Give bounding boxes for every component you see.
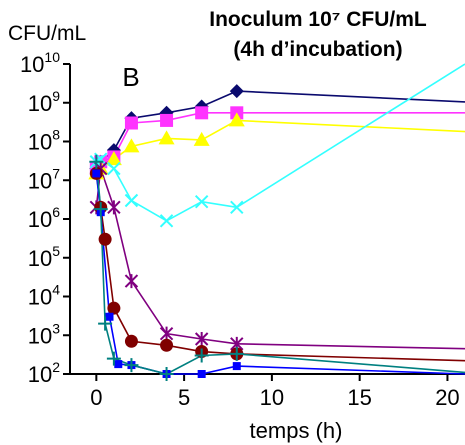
data-point-x — [124, 193, 139, 208]
series-trend-6 — [236, 365, 465, 375]
y-tick-base: 10 — [28, 91, 52, 116]
x-tick-label: 0 — [90, 385, 102, 410]
y-tick-exponent: 10 — [44, 49, 60, 65]
y-tick-label: 103 — [28, 320, 60, 348]
data-point-x — [230, 200, 244, 215]
y-tick-exponent: 6 — [52, 204, 60, 220]
x-tick-label: 20 — [435, 385, 459, 410]
data-point-diamond — [229, 84, 244, 99]
series-trend-2 — [236, 119, 465, 133]
data-point-star — [107, 200, 121, 215]
y-tick-label: 106 — [28, 204, 60, 232]
x-tick-label: 15 — [347, 385, 371, 410]
data-point-small-square — [92, 169, 101, 178]
y-tick-base: 10 — [28, 130, 52, 155]
data-point-circle — [107, 301, 121, 315]
y-tick-exponent: 2 — [52, 359, 60, 375]
data-point-square — [124, 116, 138, 130]
y-tick-base: 10 — [28, 168, 52, 193]
plot-area — [88, 63, 465, 381]
data-point-small-square — [105, 312, 114, 321]
series-trend-4 — [236, 343, 465, 350]
y-tick-label: 109 — [28, 88, 60, 116]
data-point-circle — [98, 232, 112, 246]
chart-title: Inoculum 10⁷ CFU/mL — [209, 8, 427, 31]
data-point-plus — [159, 367, 174, 381]
data-point-small-square — [197, 370, 206, 378]
y-tick-base: 10 — [28, 207, 52, 232]
y-tick-base: 10 — [28, 362, 52, 387]
data-point-triangle — [228, 112, 245, 127]
data-point-plus — [98, 316, 113, 331]
y-tick-label: 108 — [28, 127, 60, 155]
panel-label: B — [122, 62, 139, 92]
y-tick-label: 1010 — [20, 49, 60, 77]
y-tick-base: 10 — [28, 323, 52, 348]
series-trend-5 — [236, 353, 465, 362]
data-point-circle — [160, 338, 174, 352]
data-point-x — [107, 161, 121, 176]
data-point-star — [124, 274, 139, 289]
y-tick-exponent: 8 — [52, 127, 60, 143]
data-point-circle — [124, 334, 138, 348]
y-tick-exponent: 3 — [52, 320, 60, 336]
data-point-triangle — [158, 130, 175, 145]
y-tick-base: 10 — [28, 246, 52, 271]
series-trend-0 — [236, 90, 465, 103]
data-point-star — [159, 326, 174, 341]
data-point-triangle — [105, 151, 122, 166]
data-point-star — [194, 332, 209, 347]
y-tick-label: 102 — [28, 359, 60, 387]
y-tick-exponent: 4 — [52, 282, 60, 298]
chart-subtitle: (4h d’incubation) — [233, 38, 402, 61]
y-tick-exponent: 9 — [52, 88, 60, 104]
series-line-4 — [95, 168, 237, 345]
data-point-square — [160, 113, 174, 127]
data-point-x — [194, 194, 209, 209]
data-point-triangle — [123, 138, 140, 153]
data-point-plus — [93, 202, 108, 217]
data-point-plus — [89, 154, 104, 169]
y-tick-exponent: 5 — [52, 243, 60, 259]
series-trend-7 — [236, 353, 465, 374]
x-tick-label: 5 — [178, 385, 190, 410]
data-point-square — [195, 106, 209, 120]
data-point-x — [159, 214, 174, 228]
y-tick-base: 10 — [20, 52, 44, 77]
y-tick-base: 10 — [28, 285, 52, 310]
data-point-plus — [194, 348, 209, 363]
y-tick-label: 104 — [28, 282, 60, 310]
data-point-triangle — [193, 131, 210, 146]
data-point-small-square — [232, 362, 241, 371]
y-tick-exponent: 7 — [52, 165, 60, 181]
x-tick-label: 10 — [260, 385, 284, 410]
data-point-small-square — [114, 360, 123, 369]
data-point-plus — [229, 346, 244, 361]
y-tick-label: 107 — [28, 165, 60, 193]
series-trend-3 — [236, 63, 465, 209]
y-axis-label: CFU/mL — [8, 22, 86, 45]
y-tick-label: 105 — [28, 243, 60, 271]
data-point-plus — [106, 351, 121, 366]
x-axis-label: temps (h) — [250, 418, 343, 443]
series-line-7 — [95, 161, 237, 375]
data-point-plus — [124, 358, 139, 373]
